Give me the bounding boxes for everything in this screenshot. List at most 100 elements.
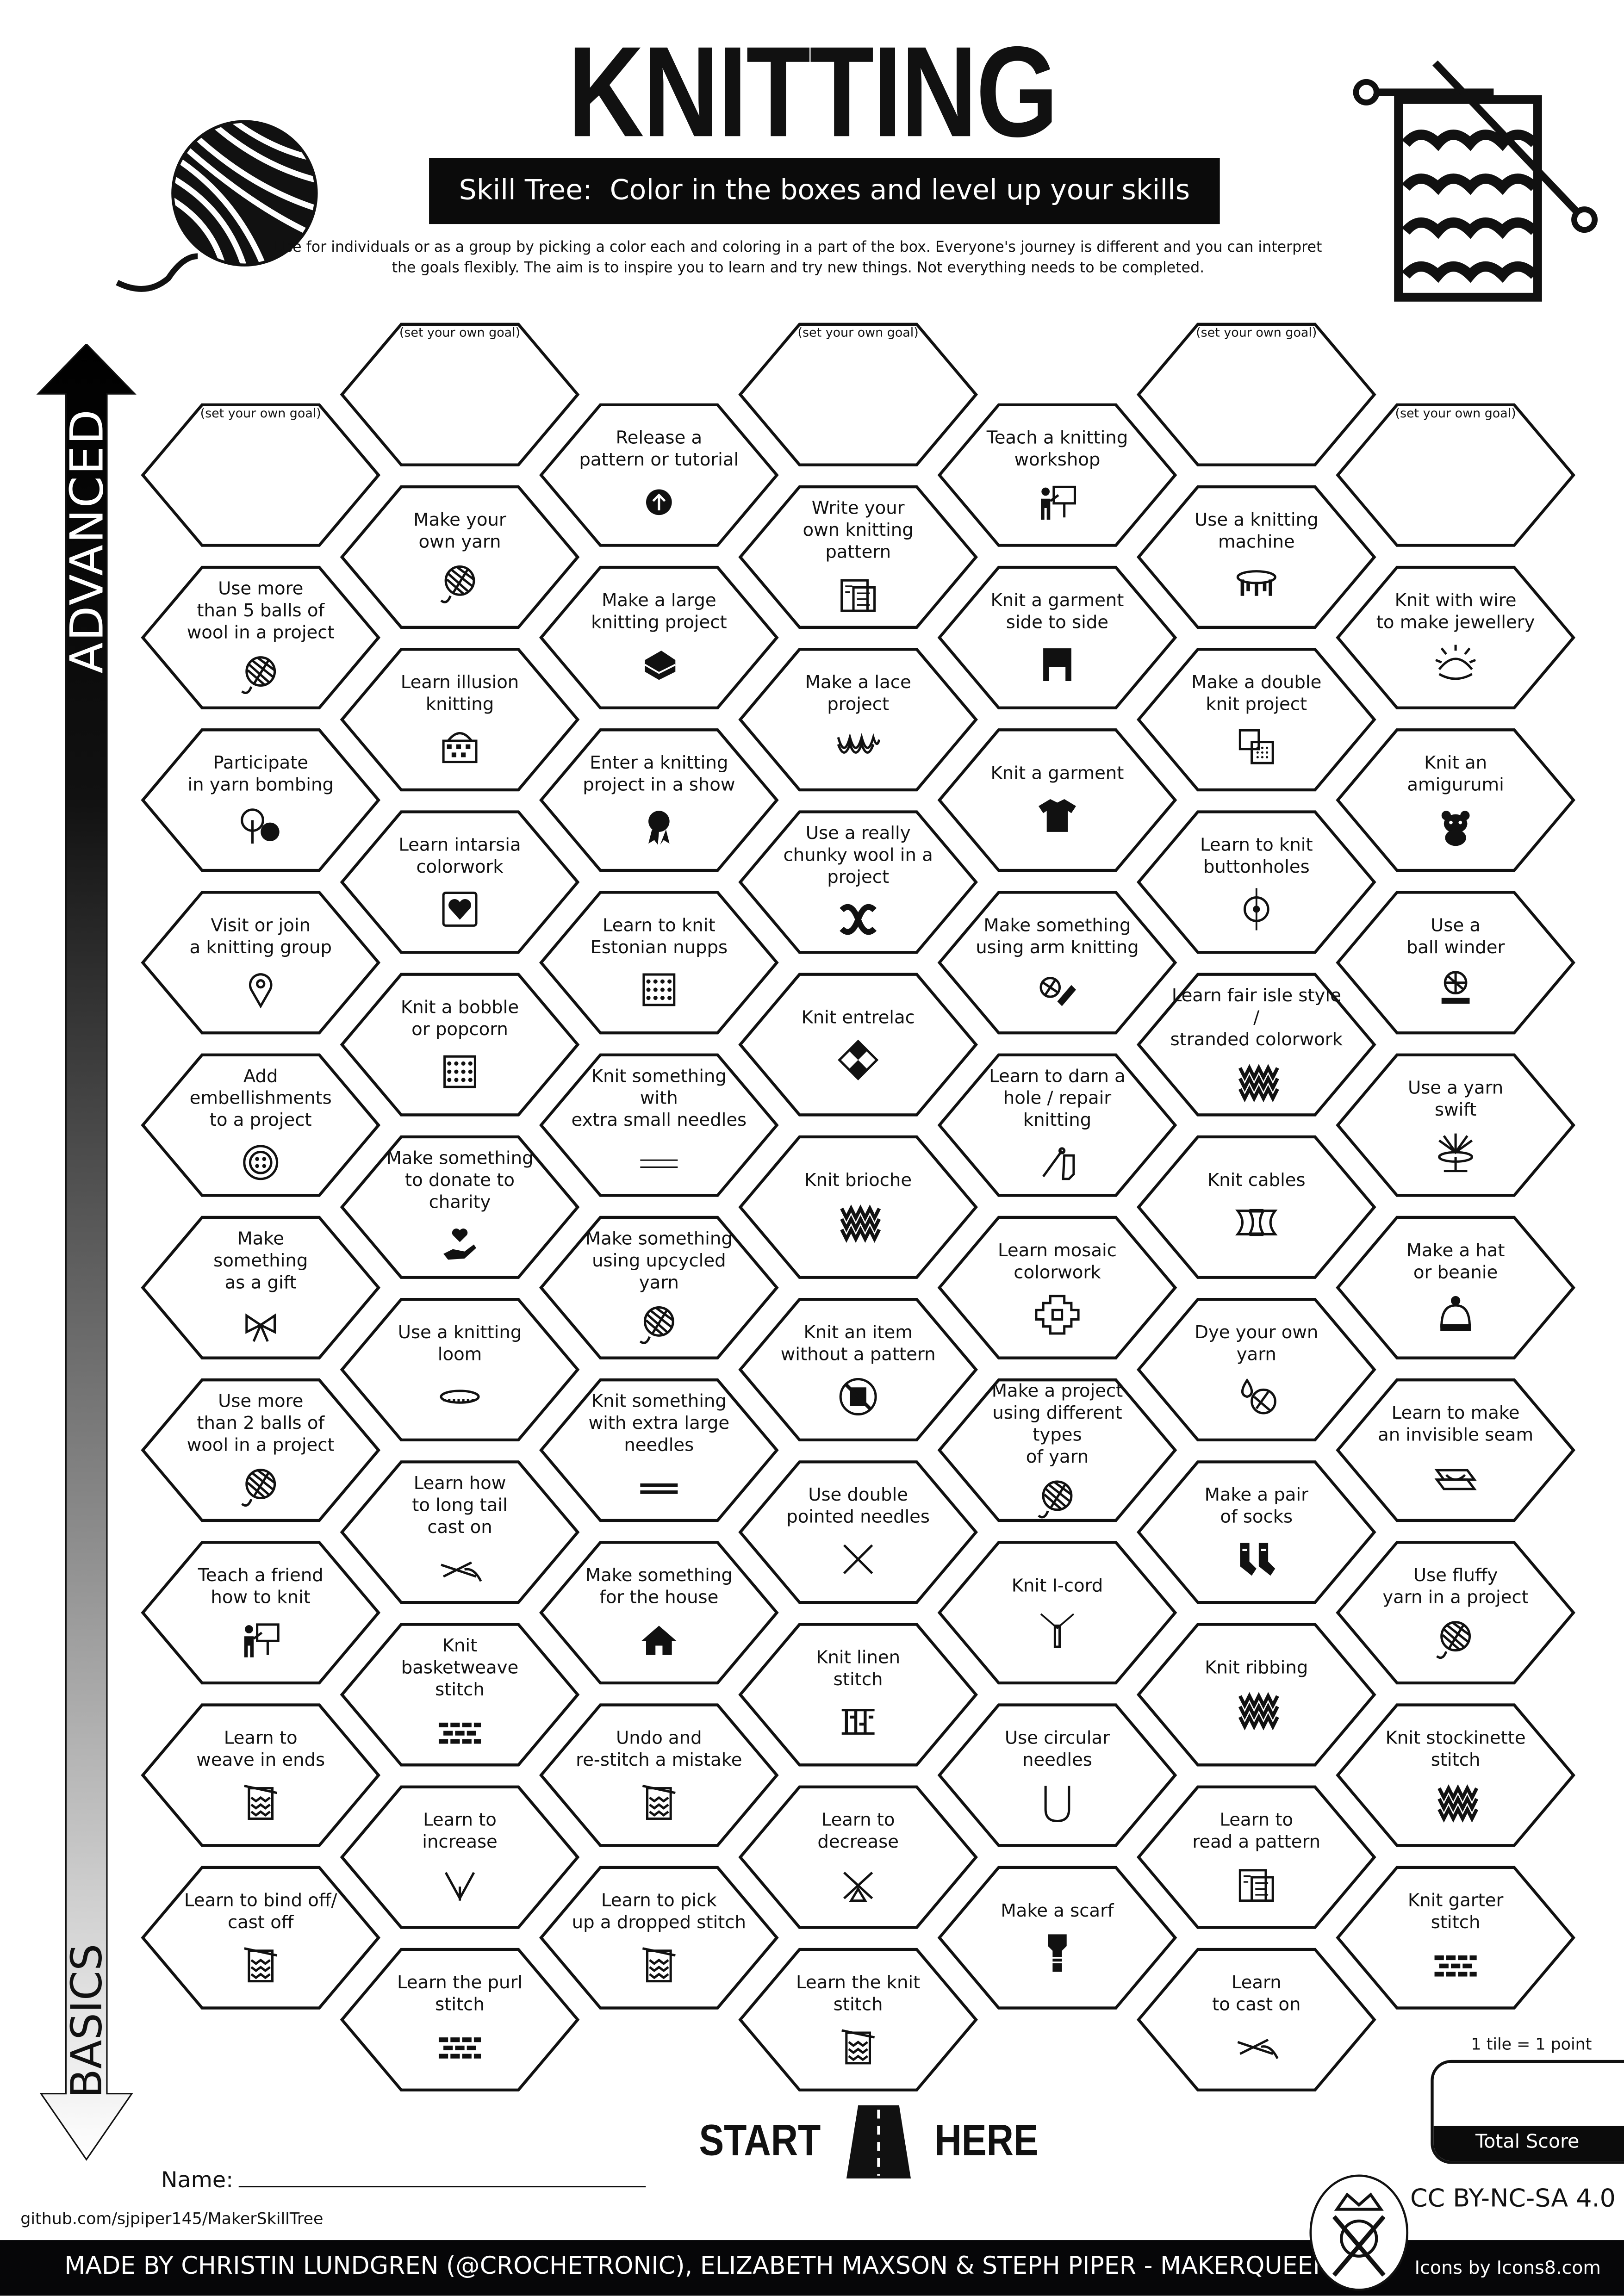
skill-hex[interactable]: Learn to knit buttonholes [1136, 810, 1376, 955]
skill-label: Make a double knit project [1191, 671, 1322, 714]
skill-hex[interactable]: Teach a knitting workshop [937, 403, 1177, 547]
github-link[interactable]: github.com/sjpiper145/MakerSkillTree [20, 2209, 324, 2228]
skill-label: Learn illusion knitting [400, 671, 519, 714]
skill-hex[interactable]: Add embellishments to a project [141, 1053, 381, 1198]
skill-hex[interactable]: Knit something with extra large needles [539, 1378, 779, 1522]
skill-hex[interactable]: Knit entrelac [738, 972, 978, 1117]
amigurumi-icon [1432, 803, 1479, 850]
skill-hex[interactable]: Learn to pick up a dropped stitch [539, 1865, 779, 2010]
skill-hex[interactable]: Knit with wire to make jewellery [1336, 565, 1576, 710]
knitting-chart-icon [835, 2023, 882, 2069]
skill-hex[interactable]: Learn the purl stitch [340, 1947, 580, 2092]
skill-hex[interactable]: Learn intarsia colorwork [340, 810, 580, 955]
skill-hex[interactable]: Make a lace project [738, 647, 978, 792]
name-field[interactable] [238, 2186, 646, 2188]
skill-hex[interactable]: Learn to cast on [1136, 1947, 1376, 2092]
skill-hex[interactable]: Use double pointed needles [738, 1460, 978, 1605]
skill-hex[interactable]: Knit garter stitch [1336, 1865, 1576, 2010]
custom-goal-hex[interactable]: (set your own goal) [1336, 403, 1576, 547]
yarn-swift-icon [1432, 1128, 1479, 1175]
skill-hex[interactable]: Use a yarn swift [1336, 1053, 1576, 1198]
skill-hex[interactable]: Knit something with extra small needles [539, 1053, 779, 1198]
skill-hex[interactable]: Make something to donate to charity [340, 1135, 580, 1279]
custom-goal-hex[interactable]: (set your own goal) [738, 322, 978, 467]
ribbing-icon [1233, 1687, 1280, 1733]
skill-hex[interactable]: Use fluffy yarn in a project [1336, 1540, 1576, 1685]
skill-hex[interactable]: Release a pattern or tutorial [539, 403, 779, 547]
hex-content: Use a knitting machine [1169, 496, 1344, 620]
skill-hex[interactable]: Learn to read a pattern [1136, 1785, 1376, 1930]
total-score-box[interactable]: Total Score [1431, 2060, 1624, 2164]
skill-hex[interactable]: Make something using arm knitting [937, 890, 1177, 1035]
skill-hex[interactable]: Knit an item without a pattern [738, 1297, 978, 1442]
skill-hex[interactable]: Learn to weave in ends [141, 1703, 381, 1848]
skill-hex[interactable]: Knit stockinette stitch [1336, 1703, 1576, 1848]
skill-hex[interactable]: Knit a garment side to side [937, 565, 1177, 710]
skill-hex[interactable]: Knit cables [1136, 1135, 1376, 1279]
upload-icon [635, 478, 682, 525]
skill-label: Make something to donate to charity [386, 1148, 534, 1212]
skill-hex[interactable]: Learn illusion knitting [340, 647, 580, 792]
skill-hex[interactable]: Use a ball winder [1336, 890, 1576, 1035]
custom-goal-hex[interactable]: (set your own goal) [340, 322, 580, 467]
skill-hex[interactable]: Learn to knit Estonian nupps [539, 890, 779, 1035]
hex-outline [141, 1866, 381, 2010]
skill-hex[interactable]: Use circular needles [937, 1703, 1177, 1848]
skill-hex[interactable]: Make a double knit project [1136, 647, 1376, 792]
skill-hex[interactable]: Make a hat or beanie [1336, 1215, 1576, 1360]
custom-goal-hex[interactable]: (set your own goal) [1136, 322, 1376, 467]
skill-hex[interactable]: Learn to darn a hole / repair knitting [937, 1053, 1177, 1198]
wire-icon [1432, 640, 1479, 687]
hex-content: Learn to read a pattern [1169, 1796, 1344, 1919]
skill-hex[interactable]: Make something as a gift [141, 1215, 381, 1360]
skill-hex[interactable]: Learn to decrease [738, 1785, 978, 1930]
skill-hex[interactable]: Use a knitting machine [1136, 484, 1376, 629]
skill-hex[interactable]: Knit an amigurumi [1336, 728, 1576, 873]
skill-hex[interactable]: Make your own yarn [340, 484, 580, 629]
skill-hex[interactable]: Participate in yarn bombing [141, 728, 381, 873]
skill-hex[interactable]: Knit basketweave stitch [340, 1622, 580, 1767]
skill-hex[interactable]: Teach a friend how to knit [141, 1540, 381, 1685]
skill-hex[interactable]: Undo and re-stitch a mistake [539, 1703, 779, 1848]
skill-hex[interactable]: Write your own knitting pattern [738, 484, 978, 629]
skill-hex[interactable]: Knit I-cord [937, 1540, 1177, 1685]
skill-hex[interactable]: Learn to make an invisible seam [1336, 1378, 1576, 1522]
skill-hex[interactable]: Knit linen stitch [738, 1622, 978, 1767]
skill-hex[interactable]: Knit ribbing [1136, 1622, 1376, 1767]
skill-hex[interactable]: Use more than 5 balls of wool in a proje… [141, 565, 381, 710]
skill-hex[interactable]: Learn mosaic colorwork [937, 1215, 1177, 1360]
pattern-blueprint-icon [835, 571, 882, 618]
skill-hex[interactable]: Enter a knitting project in a show [539, 728, 779, 873]
skill-hex[interactable]: Make a pair of socks [1136, 1460, 1376, 1605]
skill-hex[interactable]: Use a really chunky wool in a project [738, 810, 978, 955]
skill-hex[interactable]: Learn to bind off/ cast off [141, 1865, 381, 2010]
hex-outline [738, 323, 978, 466]
circular-needles-icon [1034, 1778, 1081, 1825]
skill-hex[interactable]: Dye your own yarn [1136, 1297, 1376, 1442]
knitting-machine-icon [1233, 560, 1280, 607]
skill-hex[interactable]: Make a project using different types of … [937, 1378, 1177, 1522]
goal-prompt: (set your own goal) [200, 407, 321, 422]
hex-outline [1336, 565, 1575, 710]
skill-hex[interactable]: Knit a garment [937, 728, 1177, 873]
skill-hex[interactable]: Visit or join a knitting group [141, 890, 381, 1035]
skill-hex[interactable]: Make a large knitting project [539, 565, 779, 710]
hex-outline [1336, 1378, 1575, 1522]
skill-label: Learn to knit buttonholes [1200, 833, 1313, 876]
skill-label: Teach a knitting workshop [986, 427, 1128, 470]
hex-content: Use more than 5 balls of wool in a proje… [173, 577, 348, 700]
skill-hex[interactable]: Knit brioche [738, 1135, 978, 1279]
skill-hex[interactable]: Learn fair isle style / stranded colorwo… [1136, 972, 1376, 1117]
makerqueen-logo-icon [1309, 2174, 1409, 2291]
skill-hex[interactable]: Make a scarf [937, 1865, 1177, 2010]
skill-hex[interactable]: Make something using upcycled yarn [539, 1215, 779, 1360]
skill-hex[interactable]: Learn the knit stitch [738, 1947, 978, 2092]
skill-hex[interactable]: Use more than 2 balls of wool in a proje… [141, 1378, 381, 1522]
teacher-icon [1034, 478, 1081, 525]
skill-hex[interactable]: Learn to increase [340, 1785, 580, 1930]
skill-hex[interactable]: Knit a bobble or popcorn [340, 972, 580, 1117]
custom-goal-hex[interactable]: (set your own goal) [141, 403, 381, 547]
skill-hex[interactable]: Learn how to long tail cast on [340, 1460, 580, 1605]
skill-hex[interactable]: Use a knitting loom [340, 1297, 580, 1442]
skill-hex[interactable]: Make something for the house [539, 1540, 779, 1685]
